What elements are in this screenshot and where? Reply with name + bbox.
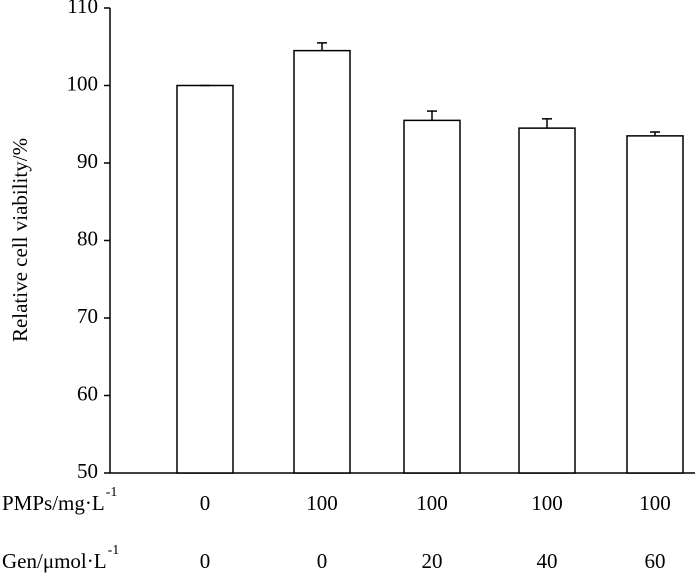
x-tick-label: 60 [645, 549, 666, 573]
x-tick-label: 40 [537, 549, 558, 573]
y-axis-label: Relative cell viability/% [8, 138, 32, 342]
y-tick-label: 110 [67, 0, 98, 18]
row-label-sup: -1 [106, 485, 118, 500]
bar [176, 84, 234, 474]
row-label: PMPs/mg·L [2, 491, 105, 515]
bar [626, 135, 684, 474]
x-tick-label: 100 [306, 491, 338, 515]
x-tick-label: 20 [422, 549, 443, 573]
y-tick-label: 70 [77, 304, 98, 328]
row-label-sup: -1 [108, 543, 120, 558]
y-tick-label: 90 [77, 149, 98, 173]
bar [293, 49, 351, 474]
x-tick-label: 100 [416, 491, 448, 515]
x-tick-label: 100 [531, 491, 563, 515]
y-tick-label: 100 [67, 71, 99, 95]
bar [403, 119, 461, 474]
x-tick-label: 100 [639, 491, 671, 515]
y-tick-label: 80 [77, 226, 98, 250]
y-tick-label: 60 [77, 381, 98, 405]
y-tick-label: 50 [77, 459, 98, 483]
bar [518, 127, 576, 474]
x-tick-label: 0 [200, 549, 211, 573]
row-label: Gen/μmol·L [2, 549, 107, 573]
x-tick-label: 0 [200, 491, 211, 515]
x-tick-label: 0 [317, 549, 328, 573]
